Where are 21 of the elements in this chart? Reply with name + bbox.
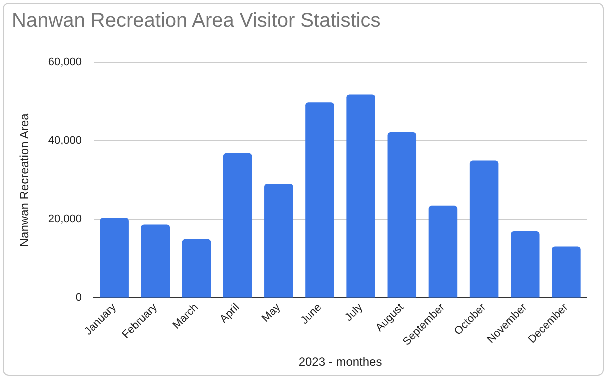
bar xyxy=(388,132,417,298)
x-tick-label: May xyxy=(260,301,284,325)
y-tick-label: 40,000 xyxy=(48,135,82,148)
bar xyxy=(470,160,499,298)
bar xyxy=(223,153,252,298)
bar xyxy=(428,206,458,298)
bar xyxy=(100,218,129,298)
y-tick-label: 0 xyxy=(76,292,82,304)
bar xyxy=(552,246,581,298)
x-axis-title: 2023 - monthes xyxy=(298,355,382,370)
bar xyxy=(306,102,334,298)
bar xyxy=(346,94,376,298)
y-tick-label: 60,000 xyxy=(48,56,82,69)
bar xyxy=(182,239,212,298)
y-axis-title: Nanwan Recreation Area xyxy=(18,113,32,248)
bar xyxy=(141,224,170,298)
y-tick-label: 20,000 xyxy=(48,214,82,226)
bar xyxy=(264,184,294,298)
bar xyxy=(511,231,540,298)
chart-title: Nanwan Recreation Area Visitor Statistics xyxy=(12,10,381,33)
x-tick-label: July xyxy=(343,301,366,324)
